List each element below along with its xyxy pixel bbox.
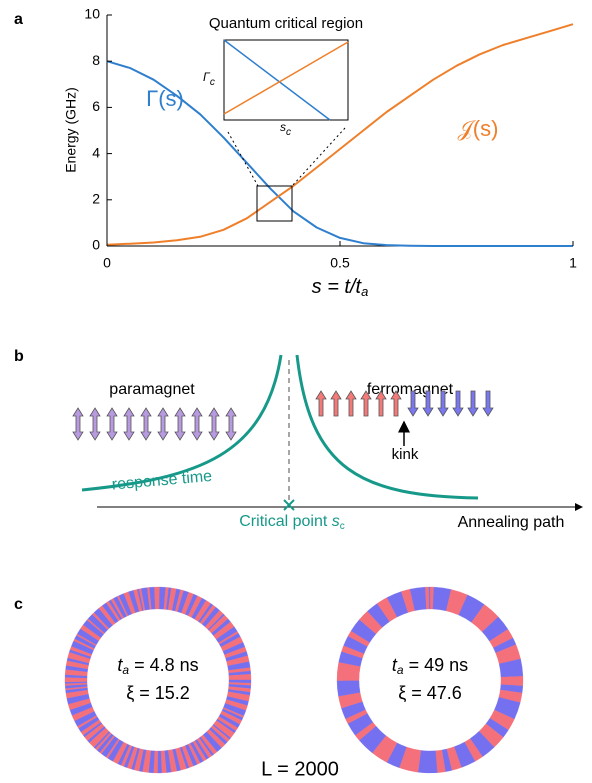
x-tick-label: 1	[569, 255, 577, 271]
zoom-box	[256, 185, 293, 222]
spin-up	[360, 390, 372, 417]
spin-double	[72, 407, 84, 441]
series-label: 𝒥(s)	[458, 116, 499, 141]
anneal-time: ta = 4.8 ns	[117, 655, 198, 677]
series-line	[106, 23, 574, 246]
spin-double	[174, 407, 186, 441]
zoom-line	[227, 131, 259, 187]
domain	[417, 750, 438, 774]
phase-label: ferromagnet	[367, 381, 454, 398]
spin-down	[437, 390, 449, 417]
spin-up	[330, 390, 342, 417]
y-tick-label: 4	[92, 144, 100, 160]
spin-down	[482, 390, 494, 417]
anneal-time: ta = 49 ns	[392, 655, 468, 677]
critical-marker	[283, 499, 295, 511]
y-axis-label: Energy (GHz)	[63, 87, 79, 173]
spin-double	[106, 407, 118, 441]
y-tick-label: 8	[92, 52, 100, 68]
y-tick-label: 0	[92, 237, 100, 253]
panel-label: a	[14, 11, 23, 28]
response-curve	[295, 354, 479, 500]
rings	[64, 586, 524, 774]
var: t	[392, 655, 398, 675]
spin-double	[208, 407, 220, 441]
inset-j	[223, 41, 349, 115]
x-tick-label: 0	[103, 255, 111, 271]
spin-double	[89, 407, 101, 441]
curve-label: response time	[111, 468, 213, 494]
sub: a	[397, 663, 404, 677]
curves	[106, 23, 574, 247]
inset-title: Quantum critical region	[209, 15, 363, 32]
spin-up	[375, 390, 387, 417]
series-line	[106, 60, 573, 247]
critical-label: Critical point sc	[239, 513, 344, 531]
inset-x-label: sc	[280, 120, 291, 137]
spin-up	[345, 390, 357, 417]
spin-down	[407, 390, 419, 417]
spin-down	[452, 390, 464, 417]
x-axis-label: s = t/ta	[312, 276, 369, 299]
domain	[64, 677, 88, 683]
domain	[154, 586, 159, 610]
zoom-line	[291, 127, 346, 187]
spin-double	[123, 407, 135, 441]
spin-down	[467, 390, 479, 417]
spin-up	[390, 390, 402, 417]
domain	[428, 586, 431, 610]
panel-label: b	[14, 348, 24, 365]
correlation-length: ξ = 15.2	[126, 683, 190, 703]
spin-double	[157, 407, 169, 441]
response-curve	[81, 354, 283, 492]
y-tick-label: 6	[92, 98, 100, 114]
var: t	[117, 655, 123, 675]
domain	[157, 750, 162, 774]
y-tick-label: 2	[92, 191, 100, 207]
spins	[72, 390, 494, 441]
axis-label: Annealing path	[458, 514, 565, 531]
spin-double	[225, 407, 237, 441]
sub: a	[122, 663, 129, 677]
domain	[500, 676, 524, 687]
rest: = 49 ns	[404, 655, 469, 675]
correlation-length: ξ = 47.6	[398, 683, 462, 703]
inset-y-label: Γc	[203, 70, 215, 87]
phase-label: paramagnet	[109, 381, 195, 398]
rest: = 4.8 ns	[129, 655, 199, 675]
spin-up	[315, 390, 327, 417]
spin-double	[191, 407, 203, 441]
x-tick-label: 0.5	[330, 255, 350, 271]
inset-gamma	[223, 39, 331, 121]
system-size: L = 2000	[261, 758, 339, 780]
series-label: Γ(s)	[146, 86, 184, 111]
panel-label: c	[14, 596, 23, 613]
spin-double	[140, 407, 152, 441]
spin-down	[422, 390, 434, 417]
kink-label: kink	[392, 446, 419, 463]
y-tick-label: 10	[84, 6, 100, 22]
